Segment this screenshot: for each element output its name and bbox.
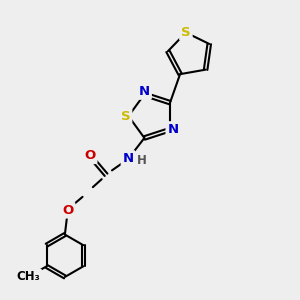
Text: O: O [62, 204, 74, 217]
Text: O: O [84, 149, 95, 162]
Text: N: N [123, 152, 134, 165]
Text: N: N [167, 123, 178, 136]
Text: S: S [121, 110, 130, 123]
Text: H: H [136, 154, 146, 167]
Text: CH₃: CH₃ [17, 270, 40, 283]
Text: S: S [181, 26, 191, 39]
Text: N: N [139, 85, 150, 98]
